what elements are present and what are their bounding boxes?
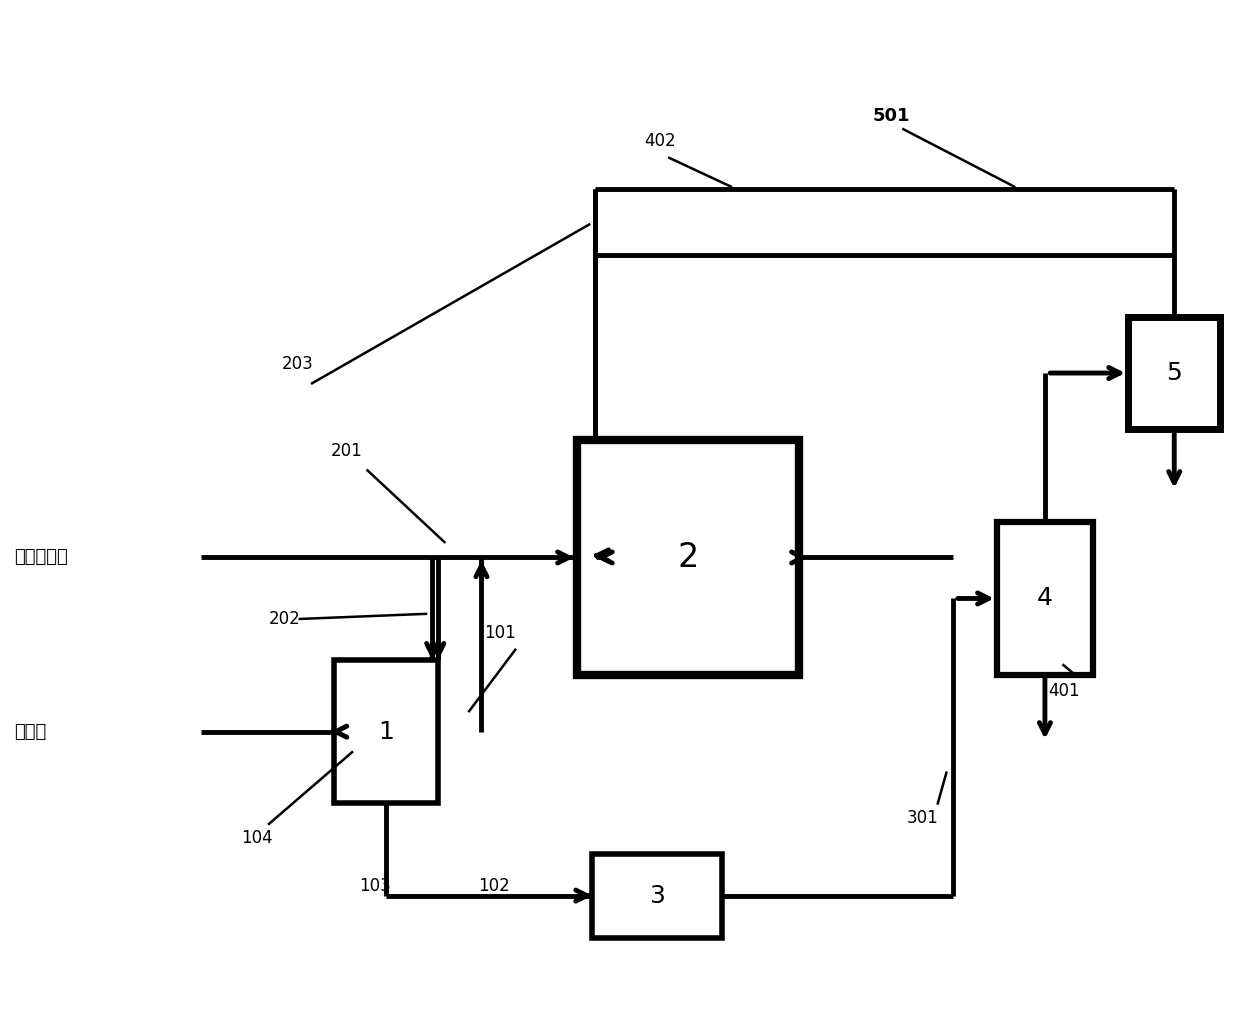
FancyBboxPatch shape: [1128, 317, 1220, 430]
Text: 102: 102: [479, 877, 510, 896]
Text: 201: 201: [331, 442, 362, 460]
Text: 富氢气: 富氢气: [14, 723, 46, 741]
FancyBboxPatch shape: [997, 522, 1092, 676]
FancyBboxPatch shape: [334, 660, 438, 804]
Text: 1: 1: [378, 720, 394, 744]
Text: 402: 402: [645, 131, 676, 150]
Text: 5: 5: [1167, 362, 1182, 385]
Text: 301: 301: [906, 809, 939, 826]
Text: 2: 2: [677, 541, 698, 574]
Text: 净化合成气: 净化合成气: [14, 549, 68, 566]
Text: 103: 103: [358, 877, 391, 896]
FancyBboxPatch shape: [577, 440, 799, 676]
Text: 104: 104: [241, 829, 273, 847]
Text: 101: 101: [485, 624, 516, 641]
Text: 203: 203: [281, 355, 312, 373]
Text: 401: 401: [1049, 683, 1080, 700]
Text: 501: 501: [873, 107, 910, 125]
Text: 3: 3: [649, 883, 665, 908]
Text: 202: 202: [269, 609, 301, 628]
FancyBboxPatch shape: [593, 853, 722, 938]
Text: 4: 4: [1037, 587, 1053, 611]
